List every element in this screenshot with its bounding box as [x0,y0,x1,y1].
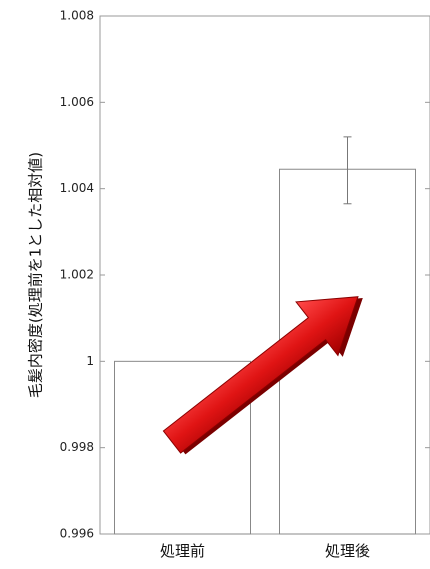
y-tick-label: 1.004 [60,181,94,195]
error-bars [343,136,352,205]
y-tick-label: 1.008 [60,9,94,23]
y-tick-label: 0.996 [60,527,94,541]
y-tick-label: 0.998 [60,440,94,454]
y-tick-label: 1.006 [60,95,94,109]
y-axis: 0.996 0.998 1 1.002 1.004 1.006 1.008 [60,9,430,541]
y-tick-label: 1 [86,354,94,368]
y-tick-label: 1.002 [60,268,94,282]
x-axis: 処理前 処理後 [160,542,370,560]
y-axis-label: 毛髪内密度(処理前を1とした相対値) [27,152,45,398]
x-tick-label: 処理前 [160,542,205,560]
trend-arrow [162,296,363,455]
x-tick-label: 処理後 [325,542,370,560]
